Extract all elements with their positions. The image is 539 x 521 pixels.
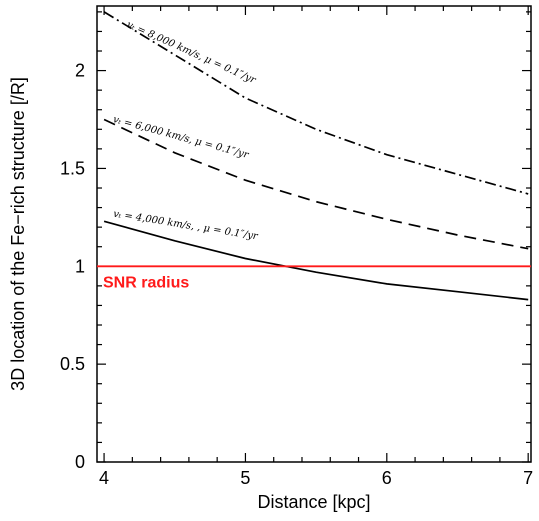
series-line-dashed bbox=[103, 118, 529, 250]
y-tick-label: 0.5 bbox=[60, 354, 85, 374]
x-tick-label: 6 bbox=[382, 468, 392, 488]
tick-labels: 4 5 6 7 0 0.5 1 1.5 2 bbox=[60, 61, 533, 488]
series-label: vₜ = 6,000 km/s, μ = 0.1″/yr bbox=[112, 114, 251, 161]
tick-marks bbox=[97, 6, 531, 463]
plot-frame bbox=[96, 5, 532, 463]
series-layer: vₜ = 8,000 km/s, μ = 0.1″/yr vₜ = 6,000 k… bbox=[103, 11, 529, 301]
x-axis-label: Distance [kpc] bbox=[257, 492, 370, 512]
x-tick-label: 4 bbox=[99, 468, 109, 488]
y-tick-label: 0 bbox=[75, 452, 85, 472]
y-axis-label: 3D location of the Fe−rich structure [/R… bbox=[8, 77, 28, 391]
x-tick-label: 5 bbox=[240, 468, 250, 488]
x-tick-label: 7 bbox=[523, 468, 533, 488]
y-tick-label: 1.5 bbox=[60, 158, 85, 178]
y-tick-label: 1 bbox=[75, 256, 85, 276]
snr-radius-label: SNR radius bbox=[103, 274, 189, 291]
y-tick-label: 2 bbox=[75, 61, 85, 81]
series-label: vₜ = 8,000 km/s, μ = 0.1″/yr bbox=[125, 19, 258, 86]
series-label: vₜ = 4,000 km/s, , μ = 0.1″/yr bbox=[112, 209, 259, 243]
series-line-solid bbox=[103, 220, 529, 301]
